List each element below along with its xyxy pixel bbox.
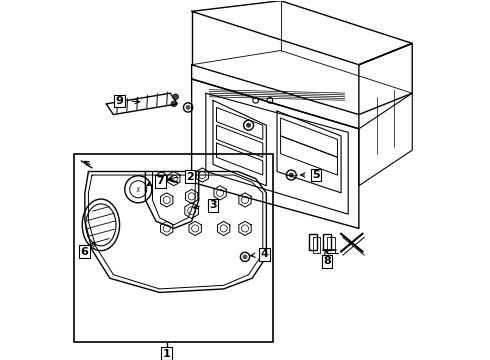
Bar — [313, 237, 320, 253]
Circle shape — [243, 255, 247, 260]
Circle shape — [246, 123, 251, 128]
Text: 4: 4 — [261, 249, 269, 260]
Circle shape — [186, 105, 191, 110]
Text: 1: 1 — [163, 349, 171, 359]
Circle shape — [173, 94, 178, 100]
Text: 9: 9 — [116, 96, 123, 106]
Text: 5: 5 — [312, 170, 320, 180]
Text: J(: J( — [136, 187, 140, 192]
Text: 7: 7 — [156, 176, 164, 186]
Bar — [327, 237, 335, 253]
Circle shape — [289, 172, 294, 177]
Circle shape — [171, 101, 177, 107]
Bar — [323, 234, 331, 250]
Text: 8: 8 — [323, 256, 331, 266]
Bar — [309, 234, 317, 250]
Text: 2: 2 — [186, 172, 194, 182]
Text: 3: 3 — [209, 200, 217, 210]
Bar — [74, 154, 273, 342]
Text: 6: 6 — [80, 247, 88, 257]
